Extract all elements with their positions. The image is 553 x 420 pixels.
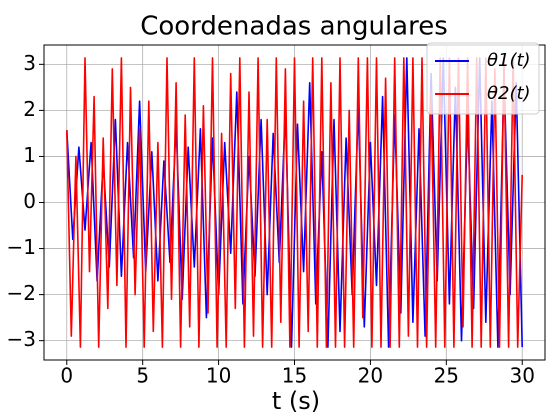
y-tick-label: −2 [7,281,36,305]
y-tick-label: 1 [23,143,36,167]
legend-label: θ1(t) [487,50,531,71]
chart-title: Coordenadas angulares [140,12,448,42]
y-tick-label: 2 [23,97,36,121]
x-tick-label: 10 [206,364,231,388]
x-tick-label: 5 [136,364,149,388]
x-tick-label: 0 [60,364,73,388]
x-tick-label: 15 [282,364,307,388]
y-tick-label: 3 [23,51,36,75]
y-tick-label: −1 [7,235,36,259]
x-axis-label: t (s) [272,387,320,415]
y-tick-label: −3 [7,327,36,351]
x-tick-label: 20 [358,364,383,388]
x-tick-label: 25 [434,364,459,388]
legend: θ1(t) θ2(t) [427,43,539,114]
legend-label: θ2(t) [487,83,531,104]
x-tick-label: 30 [510,364,535,388]
y-tick-label: 0 [23,189,36,213]
